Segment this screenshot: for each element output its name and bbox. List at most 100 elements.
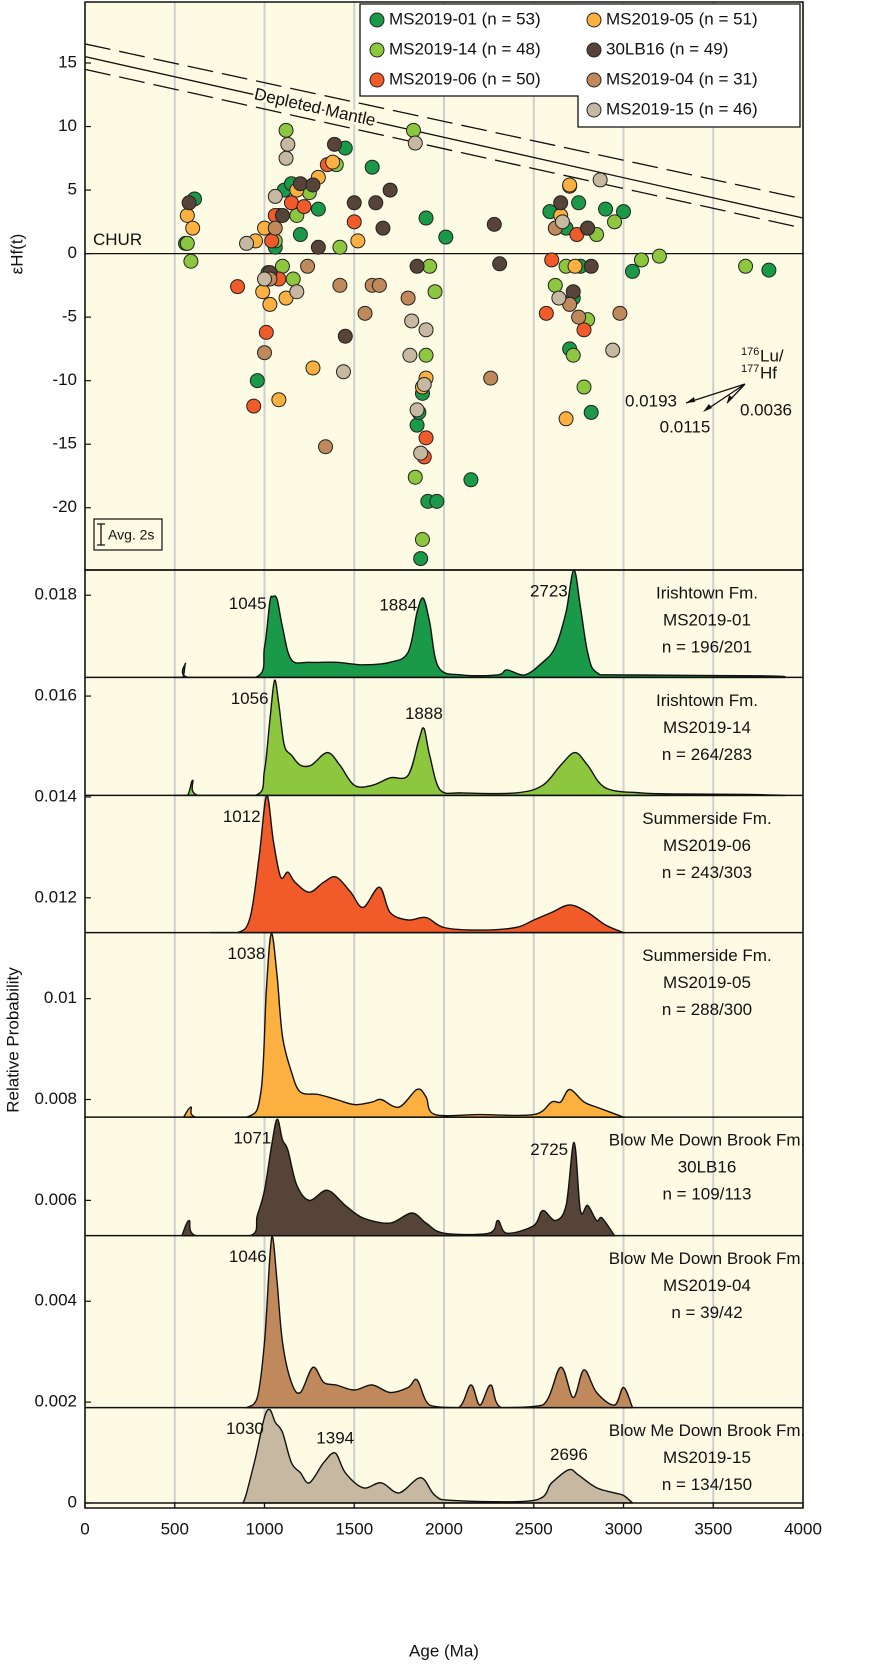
y-tick-label: 0.008 bbox=[34, 1089, 77, 1108]
data-point bbox=[413, 445, 429, 461]
legend-label: MS2019-15 (n = 46) bbox=[606, 99, 758, 118]
error-key-bar bbox=[97, 523, 105, 546]
y-tick-label: 0.006 bbox=[34, 1190, 77, 1209]
peak-label: 1012 bbox=[223, 807, 261, 826]
y-tick-label: 0.01 bbox=[44, 988, 77, 1007]
data-point bbox=[357, 305, 373, 321]
data-point bbox=[179, 207, 195, 223]
lu-hf-ratio: 0.0193 bbox=[625, 391, 677, 410]
peak-label: 1046 bbox=[229, 1247, 267, 1266]
top-y-label: εHf(t) bbox=[7, 234, 26, 275]
data-point bbox=[382, 182, 398, 198]
data-point bbox=[483, 370, 499, 386]
data-point bbox=[305, 360, 321, 376]
data-point bbox=[492, 256, 508, 272]
data-point bbox=[551, 290, 567, 306]
data-point bbox=[544, 252, 560, 268]
data-point bbox=[350, 233, 366, 249]
plot-layer: 0 500 1000 1500 2000 2500 3000 3500 4000-20-15-1… bbox=[34, 2, 822, 1538]
data-point bbox=[183, 253, 199, 269]
x-tick-label: 3000 bbox=[605, 1519, 643, 1538]
data-point bbox=[337, 328, 353, 344]
data-point bbox=[274, 258, 290, 274]
data-point bbox=[407, 135, 423, 151]
legend-marker bbox=[369, 12, 385, 28]
data-point bbox=[310, 239, 326, 255]
data-point bbox=[292, 176, 308, 192]
data-point bbox=[616, 204, 631, 220]
sample-label: Blow Me Down Brook Fm. bbox=[609, 1249, 806, 1268]
sample-label: Blow Me Down Brook Fm. bbox=[609, 1421, 806, 1440]
data-point bbox=[571, 309, 587, 325]
peak-label: 1030 bbox=[226, 1419, 264, 1438]
x-tick-label: 1500 bbox=[335, 1519, 373, 1538]
y-tick-label: -15 bbox=[52, 434, 77, 453]
data-point bbox=[565, 347, 581, 363]
sample-label: MS2019-06 bbox=[663, 836, 751, 855]
legend-label: MS2019-14 (n = 48) bbox=[389, 39, 541, 58]
data-point bbox=[605, 342, 621, 358]
density-area bbox=[210, 794, 625, 934]
data-point bbox=[576, 322, 592, 338]
lu-hf-arrowheads bbox=[686, 395, 733, 412]
reference-label: CHUR bbox=[93, 230, 142, 249]
density-area bbox=[183, 932, 625, 1119]
data-point bbox=[364, 159, 380, 175]
data-point bbox=[571, 195, 587, 211]
y-tick-label: -5 bbox=[62, 307, 77, 326]
peak-label: 1394 bbox=[316, 1429, 354, 1448]
sample-label: Summerside Fm. bbox=[642, 946, 771, 965]
legend-marker bbox=[586, 102, 602, 118]
data-point bbox=[576, 379, 592, 395]
data-point bbox=[651, 248, 667, 264]
data-point bbox=[274, 207, 290, 223]
data-point bbox=[409, 258, 425, 274]
data-point bbox=[583, 258, 599, 274]
peak-label: 2723 bbox=[530, 581, 568, 600]
legend-box bbox=[359, 3, 801, 128]
sample-label: n = 39/42 bbox=[671, 1303, 742, 1322]
data-point bbox=[598, 201, 614, 217]
data-point bbox=[289, 284, 305, 300]
y-tick-label: 0.016 bbox=[34, 686, 77, 705]
data-point bbox=[368, 195, 384, 211]
density-area bbox=[244, 1235, 634, 1409]
data-point bbox=[418, 322, 434, 338]
data-point bbox=[346, 214, 362, 230]
legend-label: MS2019-06 (n = 50) bbox=[389, 69, 541, 88]
data-point bbox=[371, 277, 387, 293]
sample-label: n = 264/283 bbox=[662, 745, 752, 764]
data-point bbox=[267, 188, 283, 204]
data-point bbox=[427, 284, 443, 300]
data-point bbox=[409, 402, 425, 418]
sample-label: n = 288/300 bbox=[662, 1000, 752, 1019]
data-point bbox=[402, 347, 418, 363]
sample-label: n = 243/303 bbox=[662, 863, 752, 882]
data-point bbox=[407, 469, 423, 485]
data-point bbox=[418, 430, 434, 446]
data-point bbox=[305, 177, 321, 193]
sample-label: Irishtown Fm. bbox=[656, 691, 758, 710]
y-tick-label: 0.018 bbox=[34, 585, 77, 604]
data-point bbox=[335, 364, 351, 380]
data-point bbox=[486, 216, 502, 232]
data-point bbox=[538, 305, 554, 321]
x-tick-label: 2500 bbox=[515, 1519, 553, 1538]
data-point bbox=[181, 195, 197, 211]
reference-line bbox=[84, 43, 804, 200]
peak-label: 2725 bbox=[530, 1140, 568, 1159]
hf-mass: 177 bbox=[741, 363, 759, 375]
legend-label: MS2019-01 (n = 53) bbox=[389, 9, 541, 28]
data-point bbox=[179, 235, 195, 251]
data-point bbox=[262, 296, 278, 312]
error-key-label: Avg. 2s bbox=[108, 527, 154, 543]
legend-marker bbox=[586, 42, 602, 58]
bottom-y-label: Relative Probability bbox=[3, 967, 22, 1113]
data-point bbox=[185, 220, 201, 236]
y-tick-label: 0.012 bbox=[34, 887, 77, 906]
data-point bbox=[624, 263, 640, 279]
y-tick-label: 10 bbox=[58, 116, 77, 135]
y-tick-label: 0.014 bbox=[34, 786, 77, 805]
x-tick-label: 1000 bbox=[246, 1519, 284, 1538]
